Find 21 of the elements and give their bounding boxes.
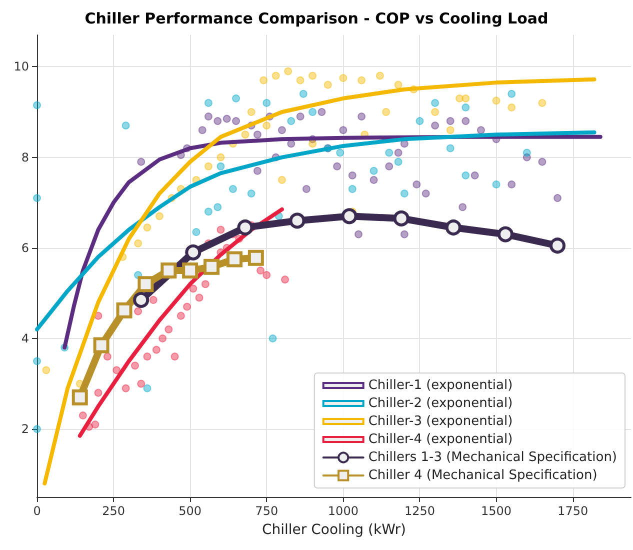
x-tick-label: 1000 xyxy=(328,504,358,518)
legend-label: Chiller 4 (Mechanical Specification) xyxy=(368,468,598,483)
legend-label: Chiller-3 (exponential) xyxy=(368,414,513,429)
chart-title: Chiller Performance Comparison - COP vs Cooling Load xyxy=(84,10,548,28)
legend-label: Chiller-1 (exponential) xyxy=(368,378,513,393)
y-tick-label: 8 xyxy=(21,150,29,164)
x-tick-label: 1250 xyxy=(404,504,436,518)
y-tick-label: 10 xyxy=(14,60,29,74)
y-tick-label: 2 xyxy=(21,422,29,436)
x-tick-label: 1500 xyxy=(481,504,512,518)
legend-label: Chillers 1-3 (Mechanical Specification) xyxy=(368,450,618,465)
x-tick-label: 250 xyxy=(102,504,125,518)
y-tick-label: 4 xyxy=(21,331,29,346)
x-tick-label: 500 xyxy=(178,504,202,518)
x-axis-title: Chiller Cooling (kWr) xyxy=(262,522,406,538)
legend-label: Chiller-4 (exponential) xyxy=(368,432,513,447)
y-tick-label: 6 xyxy=(21,240,29,255)
legend-label: Chiller-2 (exponential) xyxy=(368,396,513,411)
x-tick-label: 0 xyxy=(33,504,41,518)
x-tick-label: 750 xyxy=(255,504,278,518)
x-tick-label: 1750 xyxy=(558,504,588,518)
